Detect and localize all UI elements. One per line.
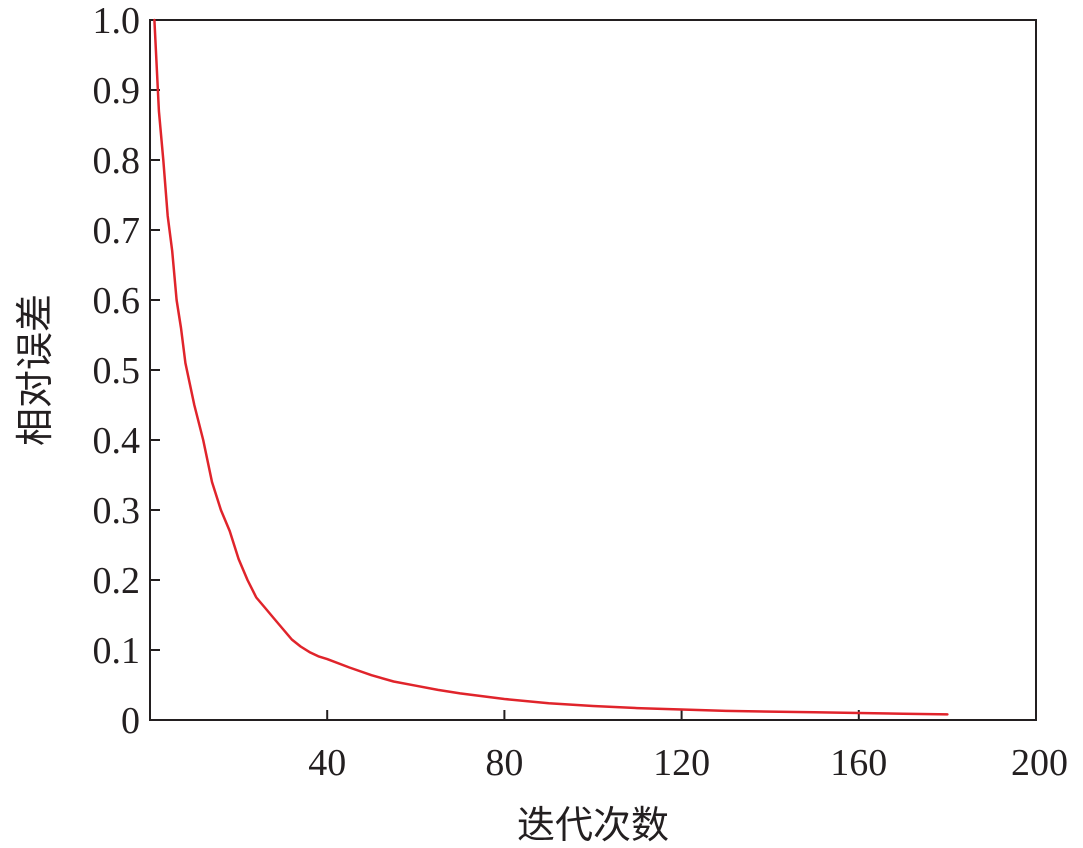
y-tick-label: 0.1 [93,630,141,672]
plot-frame [149,19,1037,721]
axis-tick-labels: 0 0.1 0.2 0.3 0.4 0.5 0.6 0.7 0.8 0.9 1.0 40 80 120 16… [93,0,1069,784]
y-tick-label: 0.9 [93,70,141,112]
x-tick-label: 80 [485,742,523,784]
y-tick-label: 0.8 [93,140,141,182]
x-axis-title: 迭代次数 [517,803,669,847]
axis-ticks [150,19,1037,721]
y-tick-label: 1.0 [93,0,141,42]
series-line [153,18,949,716]
y-tick-label: 0.3 [93,490,141,532]
y-tick-label: 0.7 [93,210,141,252]
x-tick-label: 160 [830,742,887,784]
x-tick-label: 120 [653,742,710,784]
y-tick-label: 0.4 [93,420,141,462]
y-tick-label: 0.6 [93,280,141,322]
series-group [153,18,949,716]
x-tick-label: 200 [1011,742,1068,784]
x-tick-label: 40 [308,742,346,784]
y-tick-label: 0 [121,700,140,742]
y-tick-label: 0.5 [93,350,141,392]
y-axis-title: 相对误差 [13,294,57,446]
y-tick-label: 0.2 [93,560,141,602]
